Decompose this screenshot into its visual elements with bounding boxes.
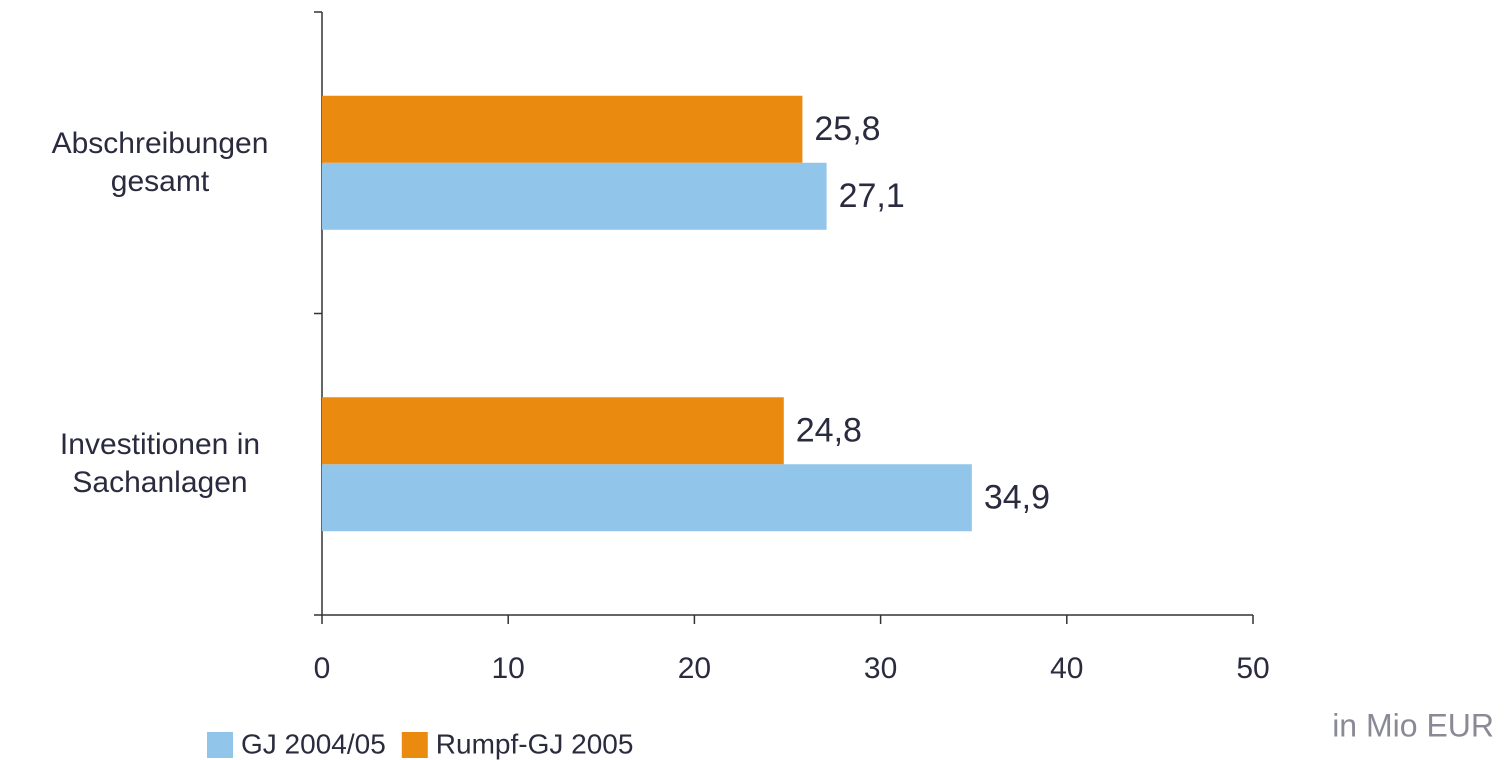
legend-swatch	[401, 732, 428, 758]
x-tick-label: 40	[1050, 652, 1083, 685]
category-label: Investitionen in Sachanlagen	[59, 428, 261, 500]
value-label: 34,9	[984, 479, 1050, 517]
legend-swatch	[207, 732, 233, 758]
bar	[322, 162, 827, 230]
bar	[322, 464, 972, 532]
x-tick-label: 0	[314, 652, 331, 685]
bar	[322, 95, 803, 163]
value-label: 27,1	[839, 177, 905, 215]
x-tick-label: 50	[1236, 652, 1269, 685]
x-tick-label: 20	[678, 652, 711, 685]
legend-label: Rumpf-GJ 2005	[436, 728, 634, 759]
x-tick-label: 30	[864, 652, 897, 685]
value-label: 25,8	[814, 110, 880, 148]
value-label: 24,8	[796, 412, 862, 450]
category-label: Abschreibungen gesamt	[51, 126, 269, 198]
bar	[322, 397, 784, 465]
x-tick-label: 10	[492, 652, 525, 685]
annotation: in Mio EUR	[1332, 707, 1494, 743]
legend-label: GJ 2004/05	[241, 728, 386, 759]
